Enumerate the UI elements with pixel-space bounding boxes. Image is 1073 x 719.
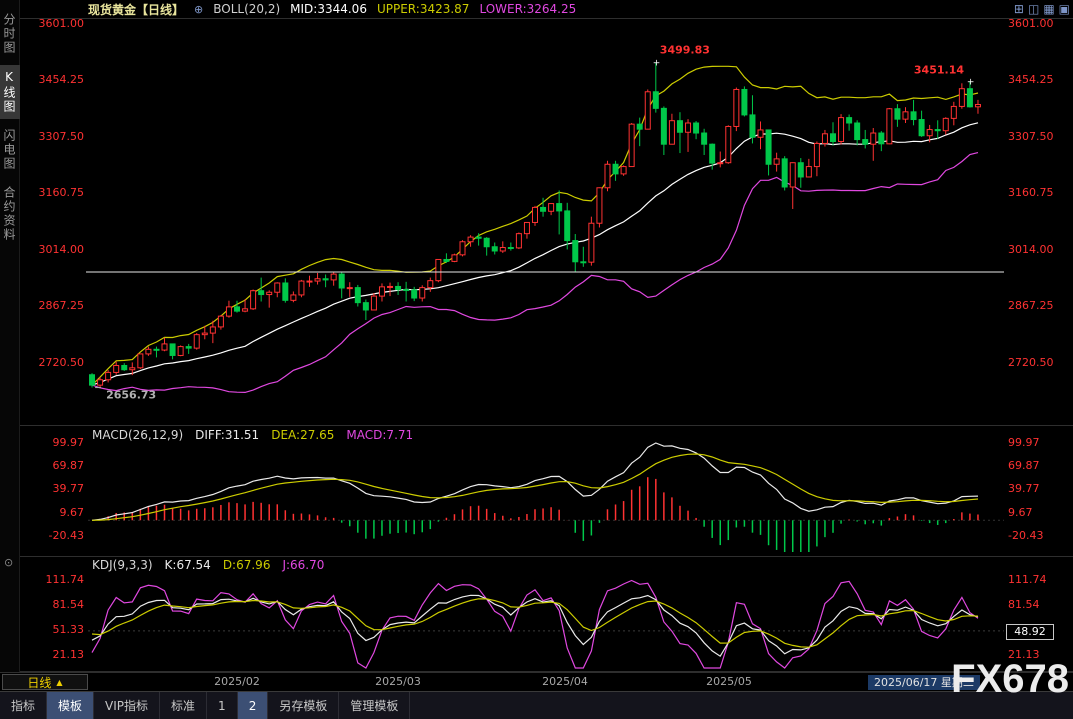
x-axis-label: 2025/05: [706, 675, 752, 688]
toolbar-tabs: 指标 模板 VIP指标 标准 1 2 另存模板 管理模板: [0, 692, 411, 719]
x-axis-label: 2025/03: [375, 675, 421, 688]
instrument-title[interactable]: 现货黄金【日线】: [88, 2, 185, 17]
macd-panel-header: MACD(26,12,9) DIFF:31.51 DEA:27.65 MACD:…: [92, 428, 413, 442]
y-axis-tick: 21.13: [52, 647, 85, 661]
y-axis-tick: 9.67: [59, 505, 85, 519]
tab-indicators[interactable]: 指标: [0, 692, 48, 719]
tab-vip-indicators[interactable]: VIP指标: [94, 692, 161, 719]
y-axis-tick: -20.43: [48, 529, 84, 543]
bottom-toolbar: 指标 模板 VIP指标 标准 1 2 另存模板 管理模板: [0, 691, 1073, 719]
y-axis-tick: 3160.75: [38, 186, 85, 200]
y-axis-tick: 3601.00: [1008, 16, 1054, 30]
horizontal-split-layout-icon[interactable]: ◫: [1027, 1, 1040, 16]
sidebar-item-candlestick-chart[interactable]: K线图: [0, 65, 20, 119]
boll-params-label[interactable]: BOLL(20,2): [213, 2, 281, 16]
macd-layer: [88, 442, 1004, 552]
y-axis-tick: -20.43: [1008, 529, 1044, 543]
x-axis-row: 日线 ▲ 2025/02 2025/03 2025/04 2025/05 2025/06…: [0, 672, 1073, 691]
macd-bar-value: MACD:7.71: [346, 428, 414, 442]
y-axis-tick: 2720.50: [1008, 355, 1054, 369]
bollinger-band-lines: [91, 65, 979, 394]
y-axis-tick: 3014.00: [1008, 242, 1054, 256]
period-dropdown-arrow-icon: ▲: [56, 677, 63, 687]
sidebar-collapse-icon[interactable]: ⊙: [4, 556, 14, 569]
y-axis-tick: 3601.00: [38, 16, 85, 30]
y-axis-tick: 9.67: [1008, 505, 1033, 519]
y-axis-tick: 3307.50: [1008, 129, 1054, 143]
sidebar-item-time-share-chart[interactable]: 分时图: [2, 13, 16, 55]
price-annotation: 3499.83: [660, 44, 710, 57]
price-annotation: 2656.73: [106, 389, 156, 402]
boll-lower-value: LOWER:3264.25: [479, 2, 577, 16]
tab-preset-1[interactable]: 1: [207, 692, 238, 719]
fx678-watermark: FX678: [951, 657, 1069, 701]
kdj-layer: [88, 579, 1004, 669]
svg-text:+: +: [967, 77, 975, 87]
y-axis-tick: 2867.25: [1008, 299, 1054, 313]
sidebar-item-lightning-chart[interactable]: 闪电图: [2, 129, 16, 171]
y-axis-tick: 3454.25: [1008, 73, 1054, 87]
y-axis-tick: 51.33: [52, 622, 85, 636]
y-axis-tick: 99.97: [1008, 435, 1040, 449]
macd-params-label[interactable]: MACD(26,12,9): [92, 428, 184, 442]
y-axis-tick: 2720.50: [38, 355, 85, 369]
tab-templates[interactable]: 模板: [47, 692, 95, 719]
window-layout-icons: ⊞ ◫ ▦ ▣: [1013, 1, 1073, 16]
kdj-d-value: D:67.96: [222, 558, 271, 572]
x-axis-label: 2025/02: [214, 675, 260, 688]
tab-standard[interactable]: 标准: [160, 692, 208, 719]
period-selector[interactable]: 日线 ▲: [2, 674, 88, 690]
macd-dea-value: DEA:27.65: [271, 428, 335, 442]
tab-preset-2[interactable]: 2: [237, 692, 269, 719]
y-axis-tick: 81.54: [52, 597, 85, 611]
price-annotation: 3451.14: [914, 63, 964, 76]
y-axis-tick: 39.77: [1008, 482, 1040, 496]
period-label: 日线: [27, 675, 52, 690]
kdj-params-label[interactable]: KDJ(9,3,3): [92, 558, 153, 572]
y-axis-tick: 99.97: [52, 435, 85, 449]
nine-grid-layout-icon[interactable]: ▦: [1043, 1, 1055, 16]
svg-text:+: +: [653, 59, 661, 69]
candlestick-layer: [89, 62, 981, 388]
y-axis-tick: 3160.75: [1008, 186, 1054, 200]
sidebar-item-contract-info[interactable]: 合约资料: [2, 186, 16, 242]
y-axis-tick: 81.54: [1008, 597, 1040, 611]
kdj-panel-header: KDJ(9,3,3) K:67.54 D:67.96 J:66.70: [92, 558, 324, 572]
y-axis-tick: 3454.25: [38, 73, 85, 87]
x-axis-label: 2025/06/17 星期二: [868, 675, 980, 690]
y-axis-tick: 69.87: [52, 459, 85, 473]
y-axis-tick: 2867.25: [38, 299, 85, 313]
sidebar-items: 分时图 K线图闪电图合约资料: [0, 8, 20, 252]
y-axis-tick: 111.74: [45, 573, 85, 586]
y-axis-tick: 21.13: [1008, 647, 1040, 661]
left-sidebar: 分时图 K线图闪电图合约资料 ⊙: [0, 0, 20, 672]
boll-mid-value: MID:3344.06: [290, 2, 367, 16]
single-pane-layout-icon[interactable]: ▣: [1058, 1, 1070, 16]
quad-grid-layout-icon[interactable]: ⊞: [1013, 1, 1024, 16]
chart-header: 现货黄金【日线】 ⊕ BOLL(20,2) MID:3344.06 UPPER:…: [88, 0, 1073, 18]
kdj-j-value: J:66.70: [282, 558, 325, 572]
tab-manage-templates[interactable]: 管理模板: [339, 692, 411, 719]
kdj-k-value: K:67.54: [164, 558, 211, 572]
boll-upper-value: UPPER:3423.87: [376, 2, 470, 16]
y-axis-tick: 3307.50: [38, 129, 85, 143]
y-axis-tick: 69.87: [1008, 459, 1040, 473]
kdj-current-value-badge: 48.92: [1006, 623, 1054, 640]
macd-diff-value: DIFF:31.51: [195, 428, 260, 442]
x-axis-label: 2025/04: [542, 675, 588, 688]
y-axis-tick: 39.77: [52, 482, 85, 496]
indicator-settings-icon[interactable]: ⊕: [194, 2, 204, 16]
tab-save-template-as[interactable]: 另存模板: [268, 692, 340, 719]
y-axis-tick: 3014.00: [38, 242, 85, 256]
y-axis-tick: 111.74: [1008, 573, 1047, 586]
